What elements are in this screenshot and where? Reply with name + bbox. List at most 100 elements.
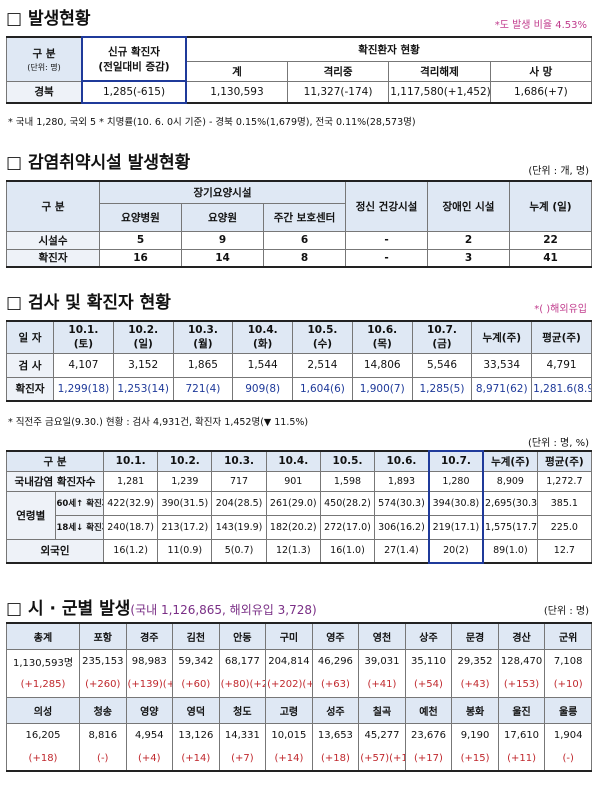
row-label: 60세↑ 확진자수(%) [54, 490, 104, 516]
region-total: 98,983 [125, 648, 174, 673]
region-name: 칠곡 [358, 696, 406, 724]
row: 18세↓ 확진자수(%)240(18.7)213(17.2)143(19.9)1… [7, 514, 593, 540]
cell: 8 [263, 248, 346, 268]
row: 검 사 4,107 3,152 1,865 1,544 2,514 14,806 5,546 3… [6, 352, 592, 378]
section-title: □ 검사 및 확진자 현황 [6, 293, 171, 313]
date: 10.7. [427, 323, 457, 336]
cell: 240(18.7) [102, 514, 159, 540]
header-cell: 일 자 [6, 320, 54, 354]
region-name: 의성 [6, 696, 80, 724]
region-total: 13,653 [311, 722, 360, 747]
cell: 1,575(17.7) [482, 514, 538, 540]
header-cell: 10.5. [319, 450, 376, 472]
cell: 204(28.5) [211, 490, 267, 516]
region-total: 35,110 [404, 648, 453, 673]
region-change: (+10) [544, 673, 592, 698]
day: (토) [73, 337, 94, 350]
header-cell: 10.6. [374, 450, 430, 472]
region-total: 9,190 [451, 722, 499, 747]
header-cell: 10.3. [211, 450, 267, 472]
cell: 1,285(5) [411, 376, 473, 402]
region-change: (+43) [451, 673, 499, 698]
header-cell: 누계(주) [482, 450, 538, 472]
row-label: 국내감염 확진자수 [6, 470, 104, 492]
region-total: 13,126 [172, 722, 220, 747]
region-name: 영천 [358, 622, 406, 650]
region-total: 8,816 [79, 722, 127, 747]
header-cell: 정신 건강시설 [345, 180, 428, 232]
region-name: 경주 [125, 622, 174, 650]
region-change: (+17) [404, 747, 453, 772]
cell: 574(30.3) [374, 490, 430, 516]
cell: 721(4) [172, 376, 234, 402]
cell: - [345, 230, 428, 250]
region-name: 안동 [218, 622, 267, 650]
cell: 9 [181, 230, 264, 250]
region-change: (+18) [311, 747, 360, 772]
region-change: (+14) [265, 747, 313, 772]
region-name: 포항 [79, 622, 127, 650]
region-total: 39,031 [358, 648, 406, 673]
region-name: 봉화 [451, 696, 499, 724]
region-change: (-) [79, 747, 127, 772]
region-name: 고령 [265, 696, 313, 724]
cell: - [345, 248, 428, 268]
cell: 1,272.7 [536, 470, 593, 492]
row: 시설수 5 9 6-2 22 [6, 230, 592, 250]
date: 누계(주) [482, 331, 522, 344]
region-change: (+11) [497, 747, 546, 772]
cell: 1,544 [232, 352, 294, 378]
region-name: 청송 [79, 696, 127, 724]
region-change: (+7) [218, 747, 267, 772]
region-total: 46,296 [311, 648, 360, 673]
cell: 261(29.0) [265, 490, 321, 516]
cell: 272(17.0) [319, 514, 376, 540]
subtitle: (국내 1,126,865, 해외유입 3,728) [130, 603, 317, 617]
cell: 1,117,580(+1,452) [388, 80, 491, 104]
cell: 213(17.2) [157, 514, 213, 540]
cell: 450(28.2) [319, 490, 376, 516]
cell: 3,152 [112, 352, 174, 378]
region-change: (+80)(+2) [218, 673, 267, 698]
cell: 33,534 [471, 352, 533, 378]
row-label: 확진자 [6, 376, 54, 402]
cell: 12(1.3) [265, 538, 321, 564]
group-label: 연령별 [6, 490, 56, 540]
header-cell: 계 [185, 60, 288, 82]
row: 총계 포항 경주 김천 안동 구미 영주 영천 상주 문경 경산 군위 [6, 622, 592, 650]
row-label: 18세↓ 확진자수(%) [54, 514, 104, 540]
testing-table: 일 자 10.1. (토) 10.2. (일) 10.3. (월) 10.4. (화) 10.5.… [6, 320, 592, 402]
row: 외국인 16(1.2) 11(0.9) 5(0.7) 12(1.3) 16(1.0) 27(… [6, 538, 593, 564]
cell: 5(0.7) [211, 538, 267, 564]
cell: 2,695(30.3) [482, 490, 538, 516]
day: (금) [432, 337, 452, 350]
region-change: (+4) [125, 747, 174, 772]
cell: 909(8) [232, 376, 294, 402]
region-name: 경산 [497, 622, 546, 650]
header-cell: 10.3. (월) [172, 320, 234, 354]
cell: 20(2) [427, 538, 485, 564]
region-total: 29,352 [451, 648, 499, 673]
cell: 901 [265, 470, 321, 492]
cell: 89(1.0) [482, 538, 538, 564]
row-label: 확진자 [6, 248, 100, 268]
header-cell: 구 분 [6, 450, 104, 472]
cell: 306(16.2) [374, 514, 430, 540]
cell: 219(17.1) [427, 514, 485, 540]
region-change: (+1,285) [6, 673, 80, 698]
header-cell: 평균(주) [531, 320, 592, 354]
region-total: 204,814 [265, 648, 313, 673]
region-total: 10,015 [265, 722, 313, 747]
row: 1,130,593명 235,153 98,983 59,342 68,177 204,8… [6, 648, 592, 673]
cell: 1,253(14) [112, 376, 174, 402]
cell: 8,971(62) [471, 376, 533, 402]
incidence-table: 구 분 (단위: 명) 신규 확진자 (전일대비 증감) 확진환자 현황 계 격리중 격… [6, 36, 593, 104]
cell: 225.0 [536, 514, 593, 540]
date: 10.5. [307, 323, 338, 336]
region-total: 59,342 [172, 648, 220, 673]
header-cell: 구 분 [6, 180, 100, 232]
region-change: (+41) [358, 673, 406, 698]
header-cell: 10.2. (일) [112, 320, 174, 354]
